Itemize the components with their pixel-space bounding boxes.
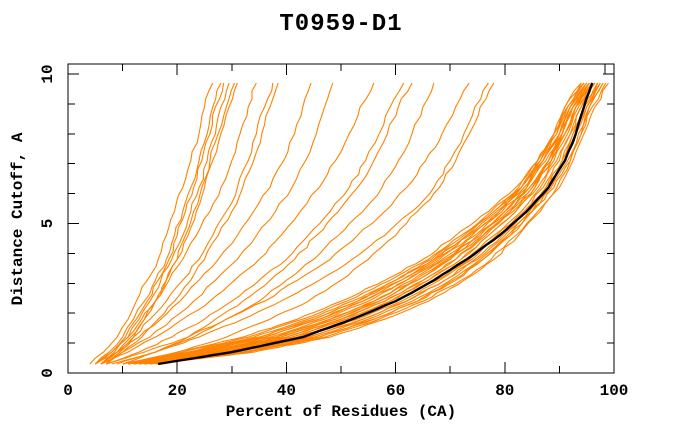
model-curve: [95, 82, 225, 365]
tick-label-layer: 0 20 40 60 80 100 0 5 10: [39, 64, 628, 400]
model-curve: [106, 82, 470, 365]
y-axis-label: Distance Cutoff, A: [9, 132, 27, 305]
x-tick-label: 60: [386, 382, 405, 400]
highlight-curve: [157, 82, 594, 366]
model-curve: [155, 82, 609, 365]
model-curve: [94, 82, 312, 365]
model-curve: [100, 82, 274, 365]
model-curve: [149, 82, 604, 365]
x-tick-label: 0: [63, 382, 73, 400]
x-tick-label: 80: [495, 382, 514, 400]
y-tick-label: 10: [39, 64, 57, 83]
model-curve: [94, 82, 257, 365]
model-curve: [94, 82, 222, 365]
model-curve: [128, 82, 588, 365]
x-axis-label: Percent of Residues (CA): [226, 403, 456, 421]
model-curve: [106, 82, 405, 365]
model-curve: [100, 82, 375, 365]
model-curve: [133, 82, 590, 365]
model-curve: [138, 82, 593, 365]
model-curve: [116, 82, 435, 365]
model-curve: [155, 82, 607, 365]
x-tick-label: 100: [600, 382, 629, 400]
x-tick-label: 20: [168, 382, 187, 400]
model-curve: [133, 82, 590, 365]
model-curves-layer: [89, 82, 609, 366]
model-curve: [100, 82, 236, 365]
model-curve: [100, 82, 230, 365]
model-curve: [122, 82, 585, 365]
plot-frame-layer: [67, 63, 615, 374]
chart-title: T0959-D1: [279, 11, 402, 38]
x-tick-label: 40: [277, 382, 296, 400]
model-curve: [122, 82, 582, 365]
model-curve: [127, 82, 495, 365]
y-tick-label: 5: [39, 219, 57, 229]
model-curve: [100, 82, 334, 365]
model-curve: [111, 82, 489, 365]
model-curve: [89, 82, 214, 365]
y-tick-label: 0: [39, 368, 57, 378]
